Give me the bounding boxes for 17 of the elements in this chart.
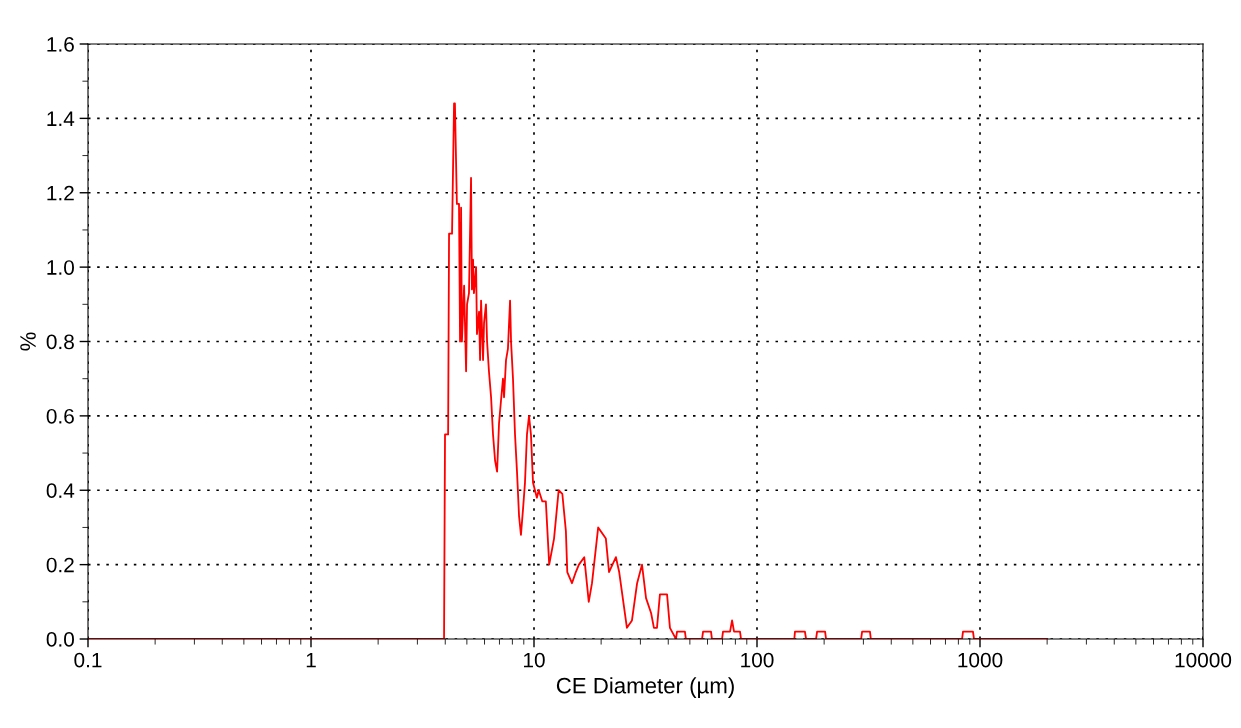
y-tick-label: 0.2	[46, 557, 74, 573]
x-tick-label: 1	[306, 652, 316, 668]
y-axis-title: %	[20, 332, 36, 351]
y-tick-label: 1.2	[47, 185, 74, 201]
y-tick-label: 1.0	[47, 260, 74, 275]
y-tick-label: 0.0	[46, 632, 74, 647]
y-tick-label: 0.6	[46, 408, 74, 424]
x-axis-title: CE Diameter (µm)	[556, 677, 734, 698]
y-tick-label: 0.8	[46, 334, 74, 350]
x-tick-label: 10000	[1175, 652, 1232, 668]
y-tick-label: 1.4	[47, 111, 75, 126]
x-tick-label: 0.1	[74, 652, 102, 668]
y-tick-label: 1.6	[47, 37, 74, 52]
y-tick-label: 0.4	[46, 483, 75, 498]
x-tick-label: 100	[741, 652, 774, 668]
x-tick-label: 10	[524, 652, 545, 668]
x-tick-label: 1000	[958, 652, 1003, 668]
